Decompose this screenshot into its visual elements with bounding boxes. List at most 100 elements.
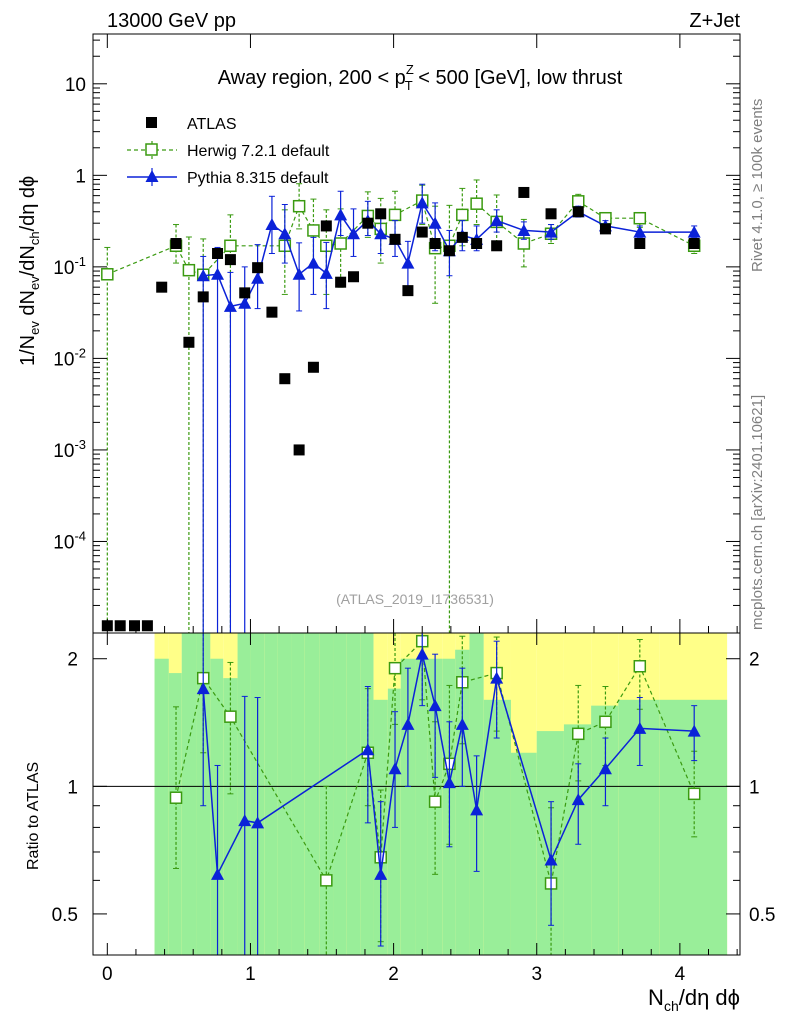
pythia-ratio-point [687, 724, 701, 737]
ratio-series-layer [169, 632, 701, 956]
herwig-ratio-point [169, 791, 183, 804]
pythia-ratio-point [490, 671, 504, 684]
title-pre: Away region, 200 < p [218, 67, 406, 89]
x-tick-label: 1 [245, 964, 256, 985]
atlas-point [348, 271, 360, 283]
legend-atlas-label: ATLAS [187, 116, 237, 133]
pythia-point [211, 267, 225, 280]
atlas-point [402, 285, 414, 297]
atlas-point [141, 620, 153, 632]
pythia-point [347, 227, 361, 240]
ratio-axes: 0 1 2 3 4 0.5 0.5 1 1 2 2 [52, 633, 775, 985]
legend-pythia-label: Pythia 8.315 default [187, 170, 329, 187]
pythia-point [544, 225, 558, 238]
herwig-point [470, 197, 483, 210]
ratio-band-inner [277, 633, 292, 955]
ratio-bands [154, 633, 728, 955]
ratio-band-inner [237, 633, 251, 955]
y-tick-label: 10-1 [53, 254, 86, 279]
x-tick-label: 3 [531, 964, 542, 985]
ratio-band-inner [168, 673, 182, 955]
atlas-point [307, 361, 319, 373]
atlas-point [170, 238, 182, 250]
x-tick-label: 4 [675, 964, 686, 985]
pythia-ratio-point [211, 867, 225, 880]
ratio-band-inner [264, 633, 278, 955]
atlas-point [389, 233, 401, 245]
main-title: Away region, 200 < pZ T < 500 [GeV], low … [218, 62, 623, 93]
pythia-point [374, 227, 388, 240]
herwig-point [334, 237, 347, 250]
atlas-point [375, 208, 387, 220]
pythia-ratio-point [251, 816, 265, 829]
atlas-point [456, 231, 468, 243]
ratio-band-inner [181, 633, 197, 955]
ratio-band-inner [210, 658, 224, 955]
pythia-point [687, 225, 701, 238]
atlas-point [183, 336, 195, 348]
yl-b-sub: ev [27, 276, 42, 290]
pythia-point [319, 266, 333, 279]
yl-c: /dN [17, 245, 39, 276]
header-right: Z+Jet [689, 10, 740, 32]
legend-herwig-label: Herwig 7.2.1 default [187, 143, 330, 160]
title-sub: T [405, 78, 413, 93]
ratio-band-inner [618, 699, 660, 955]
ratio-band-inner [333, 633, 347, 955]
y-tick-label: 10-3 [53, 437, 86, 462]
herwig-ratio-point [224, 710, 237, 723]
legend-herwig-marker [145, 143, 158, 156]
pythia-ratio-point [455, 717, 469, 730]
ratio-ytick-label: 1 [67, 777, 78, 798]
herwig-point [224, 239, 237, 253]
herwig-point [572, 195, 585, 208]
pythia-point [306, 256, 320, 269]
pythia-ratio-point [470, 803, 484, 816]
atlas-point [518, 186, 530, 198]
xl-a: N [648, 985, 664, 1010]
herwig-point [307, 224, 320, 237]
ratio-ytick-label: 0.5 [52, 905, 78, 926]
atlas-point [429, 238, 441, 250]
herwig-ratio-point [428, 795, 442, 808]
xl-a-sub: ch [664, 998, 679, 1014]
pythia-point [517, 223, 531, 236]
pythia-point [334, 208, 348, 221]
pythia-ratio-point [571, 793, 585, 806]
ratio-band-inner [591, 705, 619, 955]
ratio-band-inner [483, 699, 511, 955]
atlas-point [252, 262, 264, 274]
ratio-ytick-label: 2 [67, 650, 78, 671]
atlas-point [335, 276, 347, 288]
main-series-layer [101, 179, 701, 634]
legend-atlas-marker [146, 117, 157, 128]
ratio-band-inner [400, 658, 416, 955]
main-ylabel: 1/Nev dNev/dNch/dη dϕ [17, 176, 42, 366]
herwig-ratio-point [633, 659, 647, 673]
atlas-point [362, 217, 374, 229]
atlas-point [688, 238, 700, 250]
herwig-point [292, 199, 306, 213]
atlas-point [197, 291, 209, 303]
herwig-point [388, 208, 402, 222]
pythia-point [265, 218, 279, 231]
ratio-band-inner [442, 658, 456, 955]
ratio-band-inner [510, 752, 537, 955]
pythia-point [415, 196, 429, 209]
pythia-ratio-point [428, 699, 442, 712]
atlas-point [320, 220, 332, 232]
y-tick-label: 10-2 [53, 345, 86, 370]
main-axes: 10 1 10-1 10-2 10-3 10-4 [53, 34, 740, 634]
pythia-ratio-point [598, 762, 612, 775]
yl-c-sub: ch [27, 231, 42, 245]
herwig-point [456, 208, 469, 222]
pythia-point [633, 225, 647, 238]
xl-b: /dη dϕ [679, 985, 740, 1010]
atlas-point [491, 240, 503, 252]
atlas-point [224, 254, 236, 266]
ratio-band-inner [346, 633, 361, 955]
ratio-frame [92, 632, 741, 956]
ratio-band-inner [154, 658, 169, 955]
pythia-line [203, 200, 695, 308]
